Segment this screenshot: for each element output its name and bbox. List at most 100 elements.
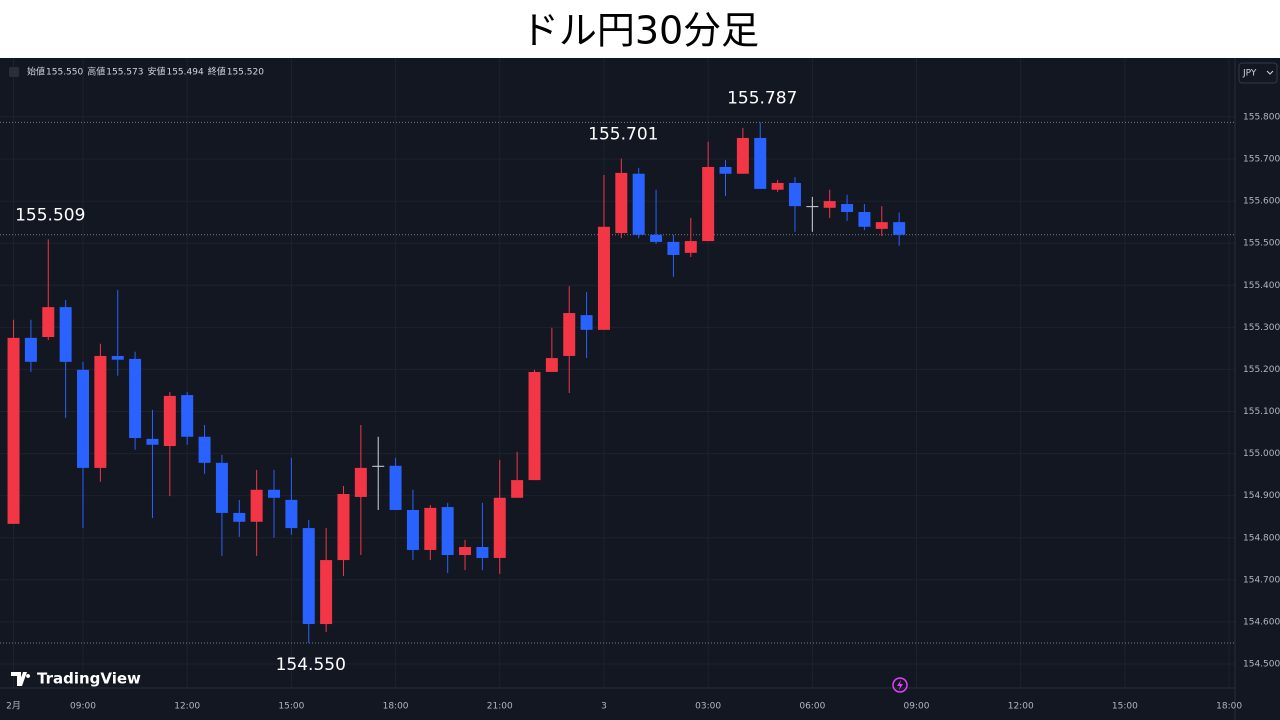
y-tick-label: 155.200 <box>1243 365 1280 375</box>
y-tick-label: 155.800 <box>1243 112 1280 122</box>
candle-body <box>771 182 784 190</box>
y-tick-label: 154.600 <box>1243 617 1280 627</box>
y-tick-label: 155.700 <box>1243 155 1280 165</box>
y-tick-label: 154.500 <box>1243 660 1280 670</box>
candle-body <box>511 480 524 498</box>
candle-body <box>268 489 281 498</box>
candle-body <box>111 355 124 360</box>
x-tick-label: 15:00 <box>278 702 304 712</box>
y-tick-label: 155.000 <box>1243 449 1280 459</box>
candle-body <box>7 337 20 524</box>
x-tick-label: 15:00 <box>1112 702 1138 712</box>
y-tick-label: 155.600 <box>1243 197 1280 207</box>
y-tick-label: 155.400 <box>1243 281 1280 291</box>
candle-body <box>302 528 315 625</box>
candle-body <box>754 137 767 189</box>
candle-body <box>129 358 142 439</box>
x-tick-label: 03:00 <box>695 702 721 712</box>
title-band <box>0 0 1280 58</box>
y-tick-label: 154.800 <box>1243 533 1280 543</box>
flash-icon[interactable] <box>892 677 908 693</box>
ohlc-name: 始値 <box>27 66 45 78</box>
candle-body <box>684 241 697 253</box>
x-tick-label: 2月 <box>6 701 21 712</box>
candle-body <box>285 499 298 529</box>
x-tick-label: 12:00 <box>1008 702 1034 712</box>
candle-body <box>580 315 593 330</box>
x-tick-label: 09:00 <box>70 702 96 712</box>
candle-body <box>650 234 663 242</box>
ohlc-name: 安値 <box>147 66 165 78</box>
candle-body <box>875 222 888 229</box>
candle-body <box>320 560 333 625</box>
candle-body <box>337 493 350 561</box>
candle-body <box>389 465 402 510</box>
candle-body <box>181 395 194 437</box>
candle-body <box>163 395 176 447</box>
candle-body <box>893 222 906 235</box>
candle-body <box>59 307 72 362</box>
candle-body <box>493 497 506 558</box>
x-tick-label: 18:00 <box>1216 702 1242 712</box>
candle-body <box>459 547 472 556</box>
annotation: 155.509 <box>15 205 85 225</box>
y-tick-label: 154.900 <box>1243 491 1280 501</box>
candle-body <box>94 355 107 468</box>
candle-body <box>250 489 263 522</box>
candle-body <box>406 509 419 550</box>
x-tick-label: 21:00 <box>487 702 513 712</box>
dropdown-arrow <box>1266 70 1274 75</box>
candle-body <box>806 206 819 208</box>
candle-body <box>736 137 749 174</box>
annotation: 155.701 <box>588 125 658 145</box>
candle-body <box>24 337 37 362</box>
symbol-icon <box>9 67 19 77</box>
candle-body <box>702 166 715 242</box>
brand-name: TradingView <box>37 670 141 688</box>
candle-body <box>667 241 680 255</box>
ohlc-name: 終値 <box>208 66 226 78</box>
candle-body <box>42 307 55 338</box>
candle-body <box>77 369 90 468</box>
annotation: 154.550 <box>276 655 346 675</box>
flash-bolt <box>897 680 903 690</box>
currency-box[interactable] <box>1238 62 1278 84</box>
brand-logo <box>11 672 31 686</box>
x-tick-label: 12:00 <box>174 702 200 712</box>
candle-body <box>841 204 854 213</box>
x-tick-label: 06:00 <box>799 702 825 712</box>
x-tick-label: 18:00 <box>383 702 409 712</box>
candle-body <box>858 212 871 227</box>
candle-body <box>424 507 437 550</box>
candle-body <box>476 547 489 558</box>
candle-body <box>545 358 558 372</box>
ohlc-name: 高値 <box>87 66 105 78</box>
chart-background <box>0 58 1280 720</box>
ohlc-value: 155.550 <box>46 68 83 78</box>
y-tick-label: 155.100 <box>1243 407 1280 417</box>
currency-label: JPY <box>1242 69 1257 79</box>
candle-body <box>719 166 732 174</box>
y-tick-label: 154.700 <box>1243 575 1280 585</box>
ohlc-value: 155.494 <box>166 68 203 78</box>
candle-body <box>597 226 610 330</box>
candle-body <box>354 467 367 497</box>
ohlc-value: 155.573 <box>106 68 143 78</box>
candle-body <box>215 462 228 513</box>
y-tick-label: 155.500 <box>1243 239 1280 249</box>
candle-body <box>146 438 159 445</box>
candle-body <box>372 465 385 467</box>
chart-title: ドル円30分足 <box>521 9 759 53</box>
candle-body <box>233 512 246 522</box>
candle-body <box>615 172 628 234</box>
candle-body <box>823 201 836 208</box>
x-tick-label: 3 <box>601 702 607 712</box>
candle-body <box>441 507 454 556</box>
candle-body <box>632 173 645 235</box>
x-tick-label: 09:00 <box>904 702 930 712</box>
annotation: 155.787 <box>727 88 797 108</box>
candle-body <box>198 436 211 463</box>
candle-body <box>788 182 801 207</box>
candle-body <box>563 313 576 356</box>
candle-body <box>528 371 541 481</box>
